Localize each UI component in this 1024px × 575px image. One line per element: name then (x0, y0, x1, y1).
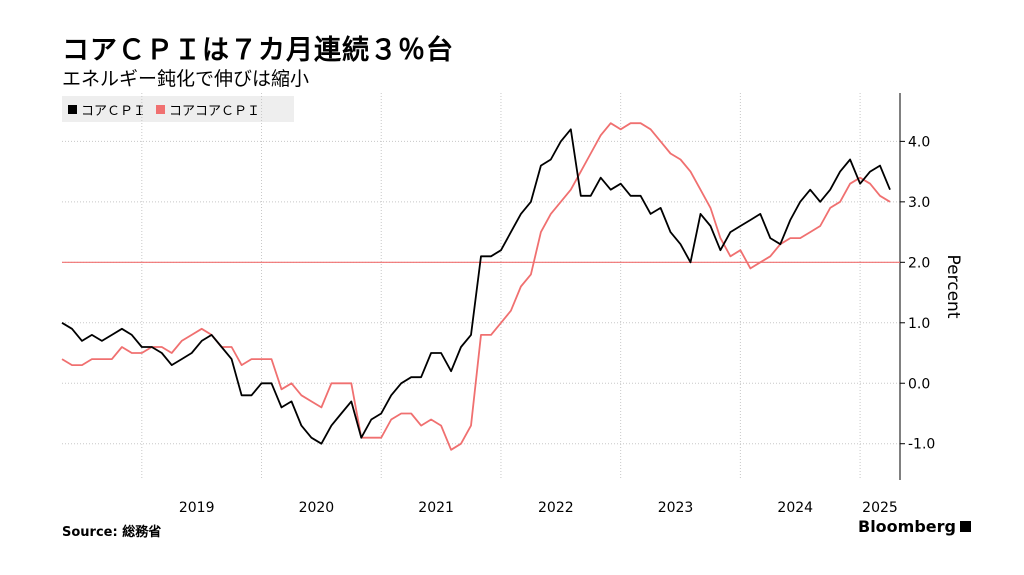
bloomberg-chart-icon (959, 521, 971, 532)
legend-item-core-core-cpi: コアコアＣＰＩ (156, 100, 260, 119)
y-tick-label: 2.0 (908, 255, 930, 271)
chart-title: コアＣＰＩは７カ月連続３％台 (62, 35, 454, 66)
y-tick-label: -1.0 (908, 437, 935, 453)
x-tick-label: 2022 (538, 500, 574, 516)
source-note: Source: 総務省 (62, 525, 162, 540)
y-tick-label: 4.0 (908, 134, 930, 150)
y-tick-label: 3.0 (908, 195, 930, 211)
x-tick-label: 2021 (418, 500, 454, 516)
brand-logo: Bloomberg (858, 517, 971, 536)
x-tick-label: 2023 (658, 500, 694, 516)
legend-swatch-core-cpi (68, 104, 77, 114)
x-tick-label: 2025 (862, 500, 898, 516)
chart-subtitle: エネルギー鈍化で伸びは縮小 (62, 68, 310, 90)
y-tick-label: 0.0 (908, 376, 930, 392)
brand-name: Bloomberg (858, 517, 956, 536)
y-axis-label: Percent (943, 255, 963, 319)
legend: コアＣＰＩ コアコアＣＰＩ (62, 96, 294, 122)
series-core-cpi-line (61, 128, 891, 445)
y-tick-label: 1.0 (908, 316, 930, 332)
legend-item-core-cpi: コアＣＰＩ (68, 100, 146, 119)
legend-label-core-core-cpi: コアコアＣＰＩ (169, 103, 261, 119)
legend-label-core-cpi: コアＣＰＩ (81, 103, 147, 119)
series-core-core-cpi-line (61, 122, 891, 451)
x-tick-label: 2020 (299, 500, 335, 516)
legend-swatch-core-core-cpi (156, 104, 166, 114)
x-tick-label: 2019 (179, 500, 215, 516)
x-tick-label: 2024 (777, 500, 813, 516)
